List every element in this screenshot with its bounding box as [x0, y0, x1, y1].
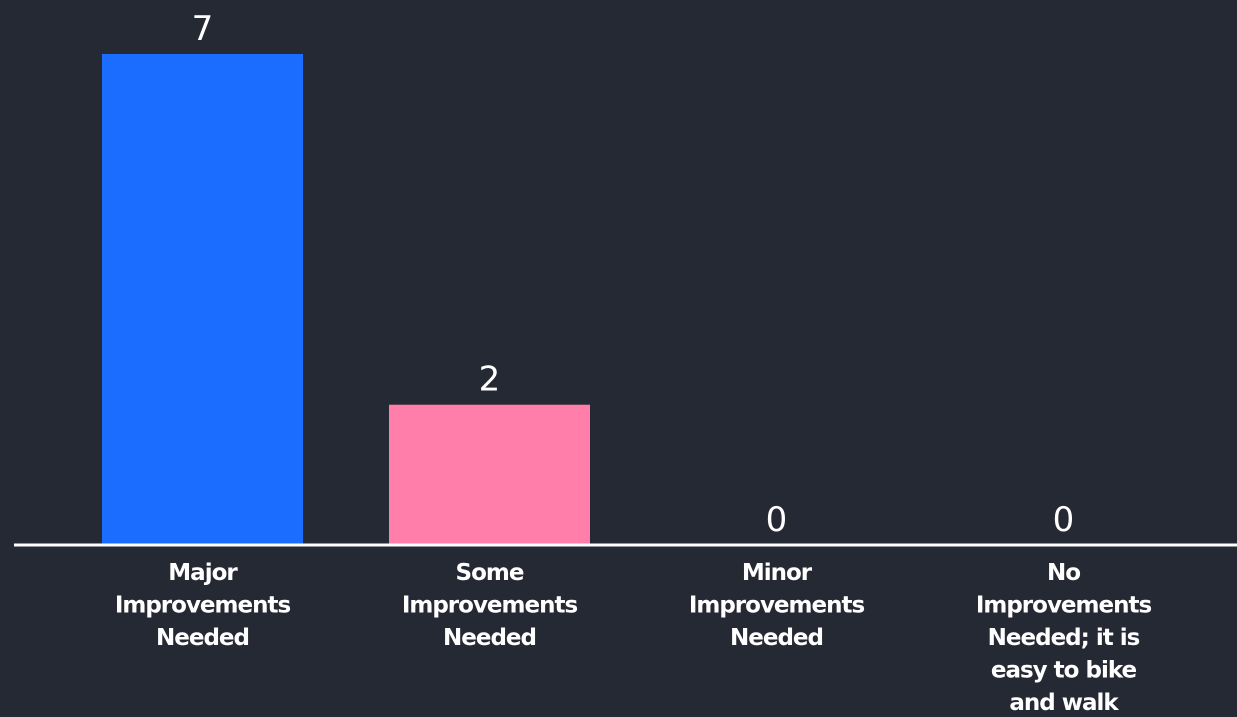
category-label-line: No [1047, 560, 1080, 586]
value-label-3: 0 [766, 500, 788, 540]
value-label-2: 2 [479, 360, 501, 400]
category-label-line: Improvements [115, 593, 291, 619]
category-label-1: Major Improvements Needed [115, 560, 291, 651]
category-label-line: Needed [730, 625, 823, 651]
category-label-line: and walk [1009, 690, 1119, 716]
bar-1 [102, 54, 303, 545]
category-label-4: No Improvements Needed; it is easy to bike a… [976, 560, 1152, 716]
category-label-line: Needed; it is [988, 625, 1140, 651]
bars-group [102, 54, 590, 545]
value-label-4: 0 [1053, 500, 1075, 540]
category-label-2: Some Improvements Needed [402, 560, 578, 651]
category-label-line: Minor [742, 560, 813, 586]
value-label-1: 7 [192, 9, 214, 49]
category-label-line: Improvements [402, 593, 578, 619]
category-label-line: Some [456, 560, 524, 586]
category-label-line: Needed [156, 625, 249, 651]
bar-2 [389, 404, 590, 545]
category-label-line: Improvements [976, 593, 1152, 619]
category-label-line: Improvements [689, 593, 865, 619]
category-label-line: Major [168, 560, 238, 586]
category-label-3: Minor Improvements Needed [689, 560, 865, 651]
category-label-line: easy to bike [991, 658, 1137, 684]
category-label-line: Needed [443, 625, 536, 651]
value-labels-group: 7 2 0 0 [192, 9, 1075, 540]
